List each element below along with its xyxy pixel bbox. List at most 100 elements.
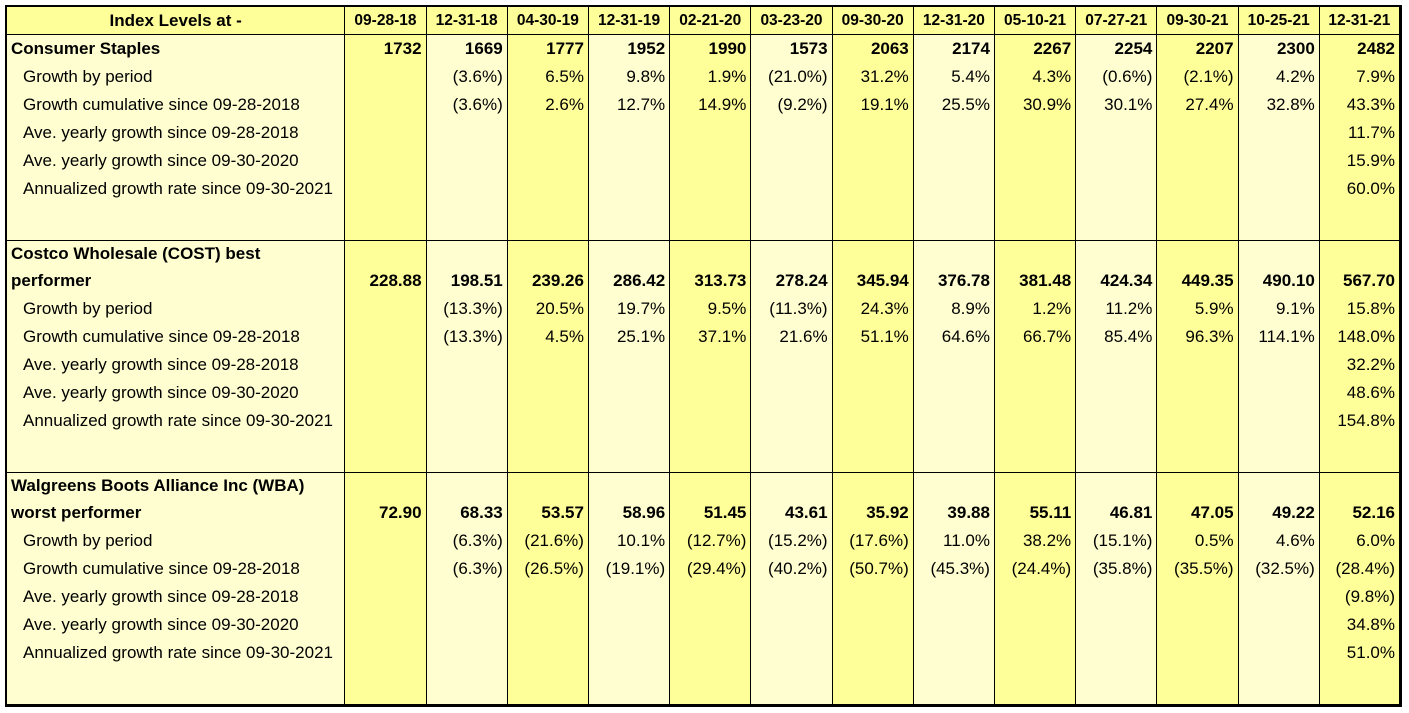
value-cell	[750, 407, 833, 435]
level-cell: 52.16	[1319, 499, 1400, 527]
value-cell	[1156, 351, 1239, 379]
metric-label: Growth by period	[7, 527, 346, 555]
value-cell: 24.3%	[832, 295, 914, 323]
value-cell: 0.5%	[1156, 527, 1239, 555]
value-cell	[507, 175, 589, 203]
value-cell: (13.3%)	[426, 295, 508, 323]
value-cell	[507, 472, 589, 499]
value-cell	[426, 583, 508, 611]
value-cell: 12.7%	[588, 91, 671, 119]
level-cell: 53.57	[507, 499, 589, 527]
value-cell	[588, 583, 671, 611]
value-cell: (6.3%)	[426, 527, 508, 555]
metric-row: Annualized growth rate since 09-30-2021 5…	[7, 639, 1400, 667]
value-cell	[344, 407, 427, 435]
value-cell: (3.6%)	[426, 63, 508, 91]
metric-label: Ave. yearly growth since 09-30-2020	[7, 379, 346, 407]
value-cell	[426, 435, 508, 473]
value-cell	[1238, 203, 1320, 241]
value-cell	[507, 147, 589, 175]
section-title: Walgreens Boots Alliance Inc (WBA)	[7, 472, 346, 499]
value-cell	[507, 639, 589, 667]
value-cell	[832, 379, 914, 407]
value-cell	[1156, 119, 1239, 147]
value-cell	[344, 555, 427, 583]
metric-label: Growth cumulative since 09-28-2018	[7, 91, 346, 119]
value-cell	[1156, 667, 1239, 705]
value-cell	[913, 175, 995, 203]
value-cell	[344, 667, 427, 705]
metric-label: Growth cumulative since 09-28-2018	[7, 555, 346, 583]
metric-row: Growth by period (6.3%) (21.6%) 10.1% (12.7%…	[7, 527, 1400, 555]
section-title: Costco Wholesale (COST) best	[7, 240, 346, 267]
value-cell	[1075, 639, 1158, 667]
value-cell	[1156, 203, 1239, 241]
value-cell	[832, 203, 914, 241]
metric-label: Ave. yearly growth since 09-28-2018	[7, 119, 346, 147]
value-cell	[1156, 435, 1239, 473]
value-cell	[588, 639, 671, 667]
level-cell: 286.42	[588, 267, 671, 295]
value-cell	[669, 203, 752, 241]
value-cell	[1075, 351, 1158, 379]
value-cell	[1075, 435, 1158, 473]
value-cell: (6.3%)	[426, 555, 508, 583]
value-cell	[344, 119, 427, 147]
value-cell: 51.0%	[1319, 639, 1400, 667]
value-cell	[832, 583, 914, 611]
metric-label: Annualized growth rate since 09-30-2021	[7, 639, 346, 667]
value-cell: (0.6%)	[1075, 63, 1158, 91]
level-cell: 1777	[507, 34, 589, 63]
value-cell	[994, 407, 1077, 435]
value-cell	[1075, 667, 1158, 705]
value-cell	[1156, 175, 1239, 203]
value-cell: 4.2%	[1238, 63, 1320, 91]
value-cell	[426, 240, 508, 267]
value-cell: 148.0%	[1319, 323, 1400, 351]
value-cell: (3.6%)	[426, 91, 508, 119]
value-cell	[669, 175, 752, 203]
level-cell: 58.96	[588, 499, 671, 527]
section-title: Consumer Staples	[7, 34, 346, 63]
level-cell: 1990	[669, 34, 752, 63]
value-cell	[1075, 472, 1158, 499]
section-title-row: Walgreens Boots Alliance Inc (WBA)	[7, 472, 1400, 499]
value-cell: 32.8%	[1238, 91, 1320, 119]
value-cell	[1075, 379, 1158, 407]
level-cell: 345.94	[832, 267, 914, 295]
value-cell	[832, 147, 914, 175]
value-cell	[507, 435, 589, 473]
section-spacer	[7, 667, 1400, 705]
section-spacer	[7, 435, 1400, 473]
value-cell	[1156, 147, 1239, 175]
value-cell	[913, 147, 995, 175]
value-cell	[913, 583, 995, 611]
value-cell	[1075, 147, 1158, 175]
value-cell	[669, 119, 752, 147]
value-cell	[1319, 667, 1400, 705]
metric-label: Growth by period	[7, 295, 346, 323]
value-cell	[1156, 379, 1239, 407]
value-cell	[1238, 435, 1320, 473]
metric-label: Ave. yearly growth since 09-30-2020	[7, 611, 346, 639]
value-cell	[832, 407, 914, 435]
value-cell: (50.7%)	[832, 555, 914, 583]
value-cell: 43.3%	[1319, 91, 1400, 119]
value-cell: 10.1%	[588, 527, 671, 555]
value-cell: 15.9%	[1319, 147, 1400, 175]
level-cell: 278.24	[750, 267, 833, 295]
value-cell	[1075, 583, 1158, 611]
level-cell: 2300	[1238, 34, 1320, 63]
value-cell	[344, 639, 427, 667]
value-cell	[832, 611, 914, 639]
value-cell	[750, 240, 833, 267]
credit-text: Compiled by Robert Honeywill	[7, 704, 1400, 705]
value-cell: 6.0%	[1319, 527, 1400, 555]
value-cell: 38.2%	[994, 527, 1077, 555]
value-cell	[669, 240, 752, 267]
value-cell	[507, 379, 589, 407]
value-cell: (15.2%)	[750, 527, 833, 555]
metric-label: Annualized growth rate since 09-30-2021	[7, 175, 346, 203]
value-cell: (21.0%)	[750, 63, 833, 91]
metric-row: Growth cumulative since 09-28-2018 (3.6%)…	[7, 91, 1400, 119]
